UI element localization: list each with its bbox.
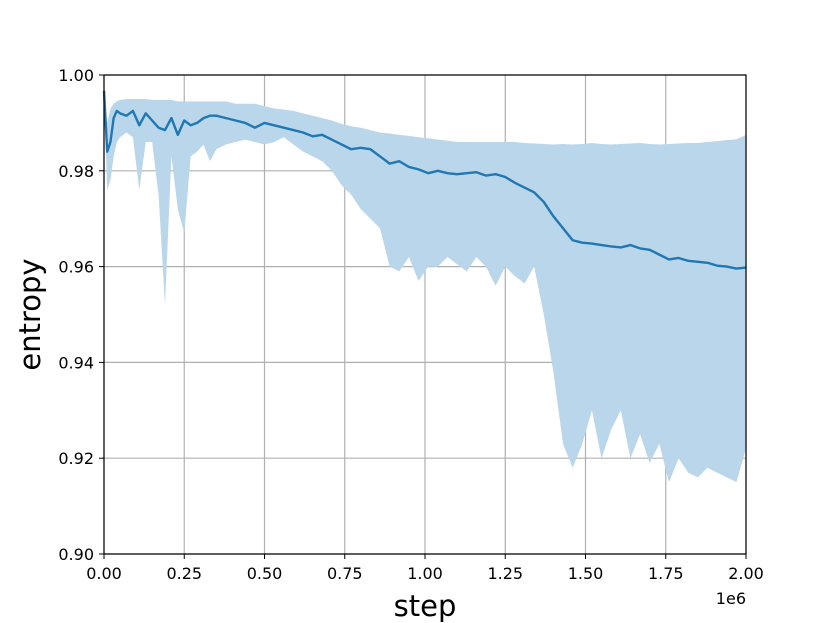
x-axis-offset-label: 1e6 [716,589,746,608]
confidence-band-layer [104,89,746,483]
y-tick-label: 0.96 [58,258,94,277]
x-tick-label: 0.75 [327,564,363,583]
x-tick-label: 1.25 [487,564,523,583]
x-tick-label: 1.00 [407,564,443,583]
y-axis-title: entropy [13,258,47,370]
x-tick-label: 0.50 [247,564,283,583]
y-tick-label: 0.94 [58,353,94,372]
x-tick-label: 2.00 [728,564,764,583]
x-tick-label: 0.00 [86,564,122,583]
axis-ticks: 0.00 0.25 0.50 0.75 1.00 1.25 1.50 1.75 2.00 0.90… [58,66,763,583]
x-tick-label: 1.75 [648,564,684,583]
x-tick-label: 0.25 [166,564,202,583]
y-tick-label: 0.92 [58,449,94,468]
y-tick-label: 0.90 [58,545,94,564]
x-tick-label: 1.50 [568,564,604,583]
y-tick-label: 1.00 [58,66,94,85]
y-tick-label: 0.98 [58,162,94,181]
x-axis-title: step [394,589,457,623]
mean-line [102,90,747,270]
mean-line-layer [102,90,747,270]
confidence-band [104,89,746,483]
